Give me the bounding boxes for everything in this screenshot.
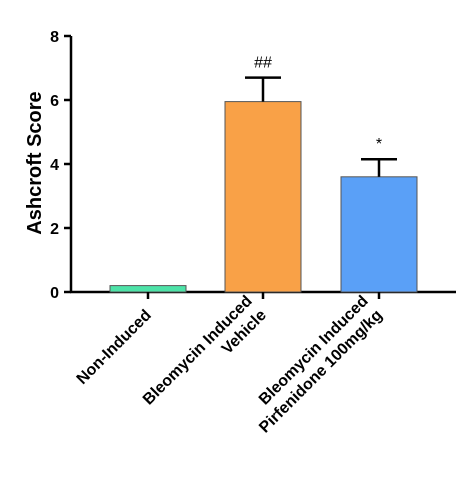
x-category-label: Pirfenidone 100mg/kg (256, 307, 386, 437)
y-axis-title: Ashcroft Score (24, 91, 46, 234)
bar (224, 101, 302, 293)
y-tick-label: 0 (50, 285, 59, 302)
significance-marker: ## (254, 55, 272, 72)
bar (340, 176, 418, 293)
x-category-label: Bleomycin Induced (140, 293, 256, 409)
y-tick-label: 4 (50, 157, 59, 174)
x-category-label: Non-Induced (74, 307, 155, 388)
y-tick-label: 8 (50, 29, 59, 46)
y-tick-label: 2 (50, 221, 59, 238)
bar (109, 285, 187, 293)
significance-marker: * (376, 136, 382, 153)
x-category-label: Bleomycin Induced (256, 293, 372, 409)
y-tick-label: 6 (50, 93, 59, 110)
